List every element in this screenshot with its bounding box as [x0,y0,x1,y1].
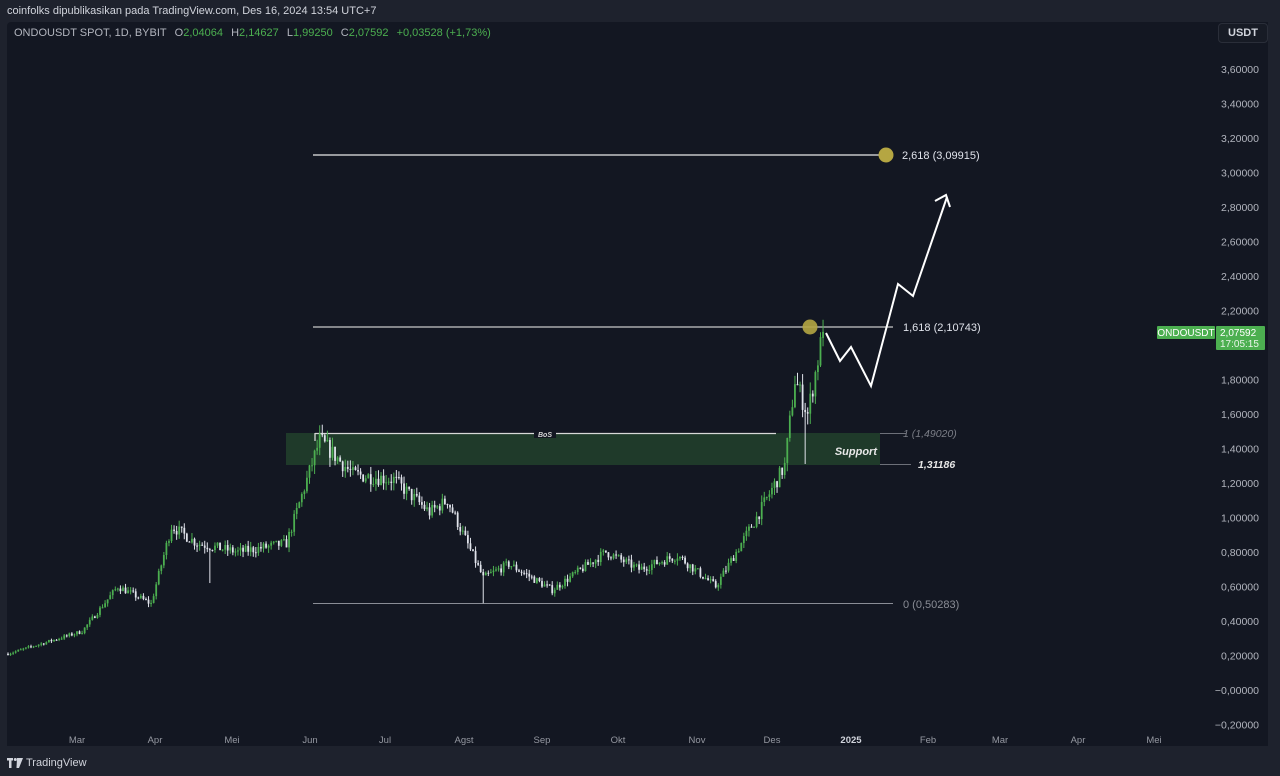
footer-bar [0,746,1280,776]
high-value: 2,14627 [239,27,279,39]
last-price-value: 2,07592 [1220,328,1257,339]
price-tick-label: 0,80000 [1221,547,1259,559]
fib-1618-marker[interactable] [802,319,818,335]
symbol-price-tag [1157,326,1215,339]
price-tick-label: −0,20000 [1215,720,1259,732]
time-tick-label: Mei [1146,735,1161,746]
time-tick-label: Sep [534,735,551,746]
time-tick-label: Mar [69,735,85,746]
time-tick-label: Jul [379,735,391,746]
price-tick-label: 3,60000 [1221,64,1259,76]
change-value: +0,03528 (+1,73%) [396,27,491,39]
time-tick-label: Agst [454,735,473,746]
price-axis[interactable]: 3,60000 3,40000 3,20000 3,00000 2,80000 2,600… [1215,64,1259,732]
open-label: O [174,27,184,39]
price-tick-label: 2,60000 [1221,237,1259,249]
low-value: 1,99250 [292,27,333,39]
last-price-tag [1216,326,1265,350]
price-tick-label: 1,80000 [1221,375,1259,387]
chart-pane[interactable] [7,22,1268,746]
low-label: L [286,27,293,39]
time-tick-label: Jun [302,735,317,746]
price-tick-label: 0,20000 [1221,651,1259,663]
price-tick-label: 3,00000 [1221,168,1259,180]
high-label: H [231,27,240,39]
price-tick-label: 1,20000 [1221,478,1259,490]
time-tick-label: Apr [1071,735,1086,746]
price-tick-label: −0,00000 [1215,685,1259,697]
time-tick-label: Mei [224,735,239,746]
price-tick-label: 2,40000 [1221,271,1259,283]
price-tick-label: 2,80000 [1221,202,1259,214]
price-tick-label: 1,60000 [1221,409,1259,421]
currency-button[interactable]: USDT [1218,23,1268,43]
bar-countdown: 17:05:15 [1220,339,1259,350]
fib-1618-label: 1,618 (2,10743) [903,322,981,334]
fib-2618-label: 2,618 (3,09915) [902,150,980,162]
time-axis[interactable]: Mar Apr Mei Jun Jul Agst Sep Okt Nov Des 2025 Feb Ma… [69,735,1162,746]
time-tick-label: Nov [689,735,706,746]
time-tick-label: Feb [920,735,936,746]
fib-0-label: 0 (0,50283) [903,599,959,611]
price-scale-edge [1268,22,1280,746]
price-tick-label: 0,60000 [1221,582,1259,594]
price-tick-label: 2,20000 [1221,306,1259,318]
fib-1-label: 1 (1,49020) [903,428,957,440]
projection-path[interactable] [825,196,948,389]
tradingview-brand: TradingView [26,757,87,769]
fib-2618-marker[interactable] [878,147,894,163]
price-tick-label: 1,40000 [1221,444,1259,456]
publish-info: coinfolks dipublikasikan pada TradingVie… [0,0,1280,22]
arrow-head-icon [934,193,951,208]
bos-label: BoS [538,432,552,439]
time-tick-label: Des [764,735,781,746]
price-tick-label: 3,20000 [1221,133,1259,145]
tradingview-logo-icon [7,758,23,768]
symbol-tag-label: ONDOUSDT [1157,328,1214,339]
symbol-legend: ONDOUSDT SPOT, 1D, BYBIT O2,04064 H2,146… [14,26,496,40]
close-label: C [340,27,349,39]
support-low-label: 1,31186 [918,459,955,471]
price-tick-label: 0,40000 [1221,616,1259,628]
time-tick-label: Okt [611,735,626,746]
time-tick-label: Apr [148,735,163,746]
price-tick-label: 1,00000 [1221,513,1259,525]
price-tick-label: 3,40000 [1221,99,1259,111]
candlestick-series [7,319,824,656]
symbol-title[interactable]: ONDOUSDT SPOT, 1D, BYBIT [14,27,167,39]
time-tick-label: Mar [992,735,1008,746]
tradingview-logo[interactable]: TradingView [7,756,87,770]
open-value: 2,04064 [183,27,223,39]
support-zone[interactable] [286,433,880,465]
close-value: 2,07592 [348,27,389,39]
support-label: Support [835,446,878,458]
time-tick-label: 2025 [840,735,862,746]
